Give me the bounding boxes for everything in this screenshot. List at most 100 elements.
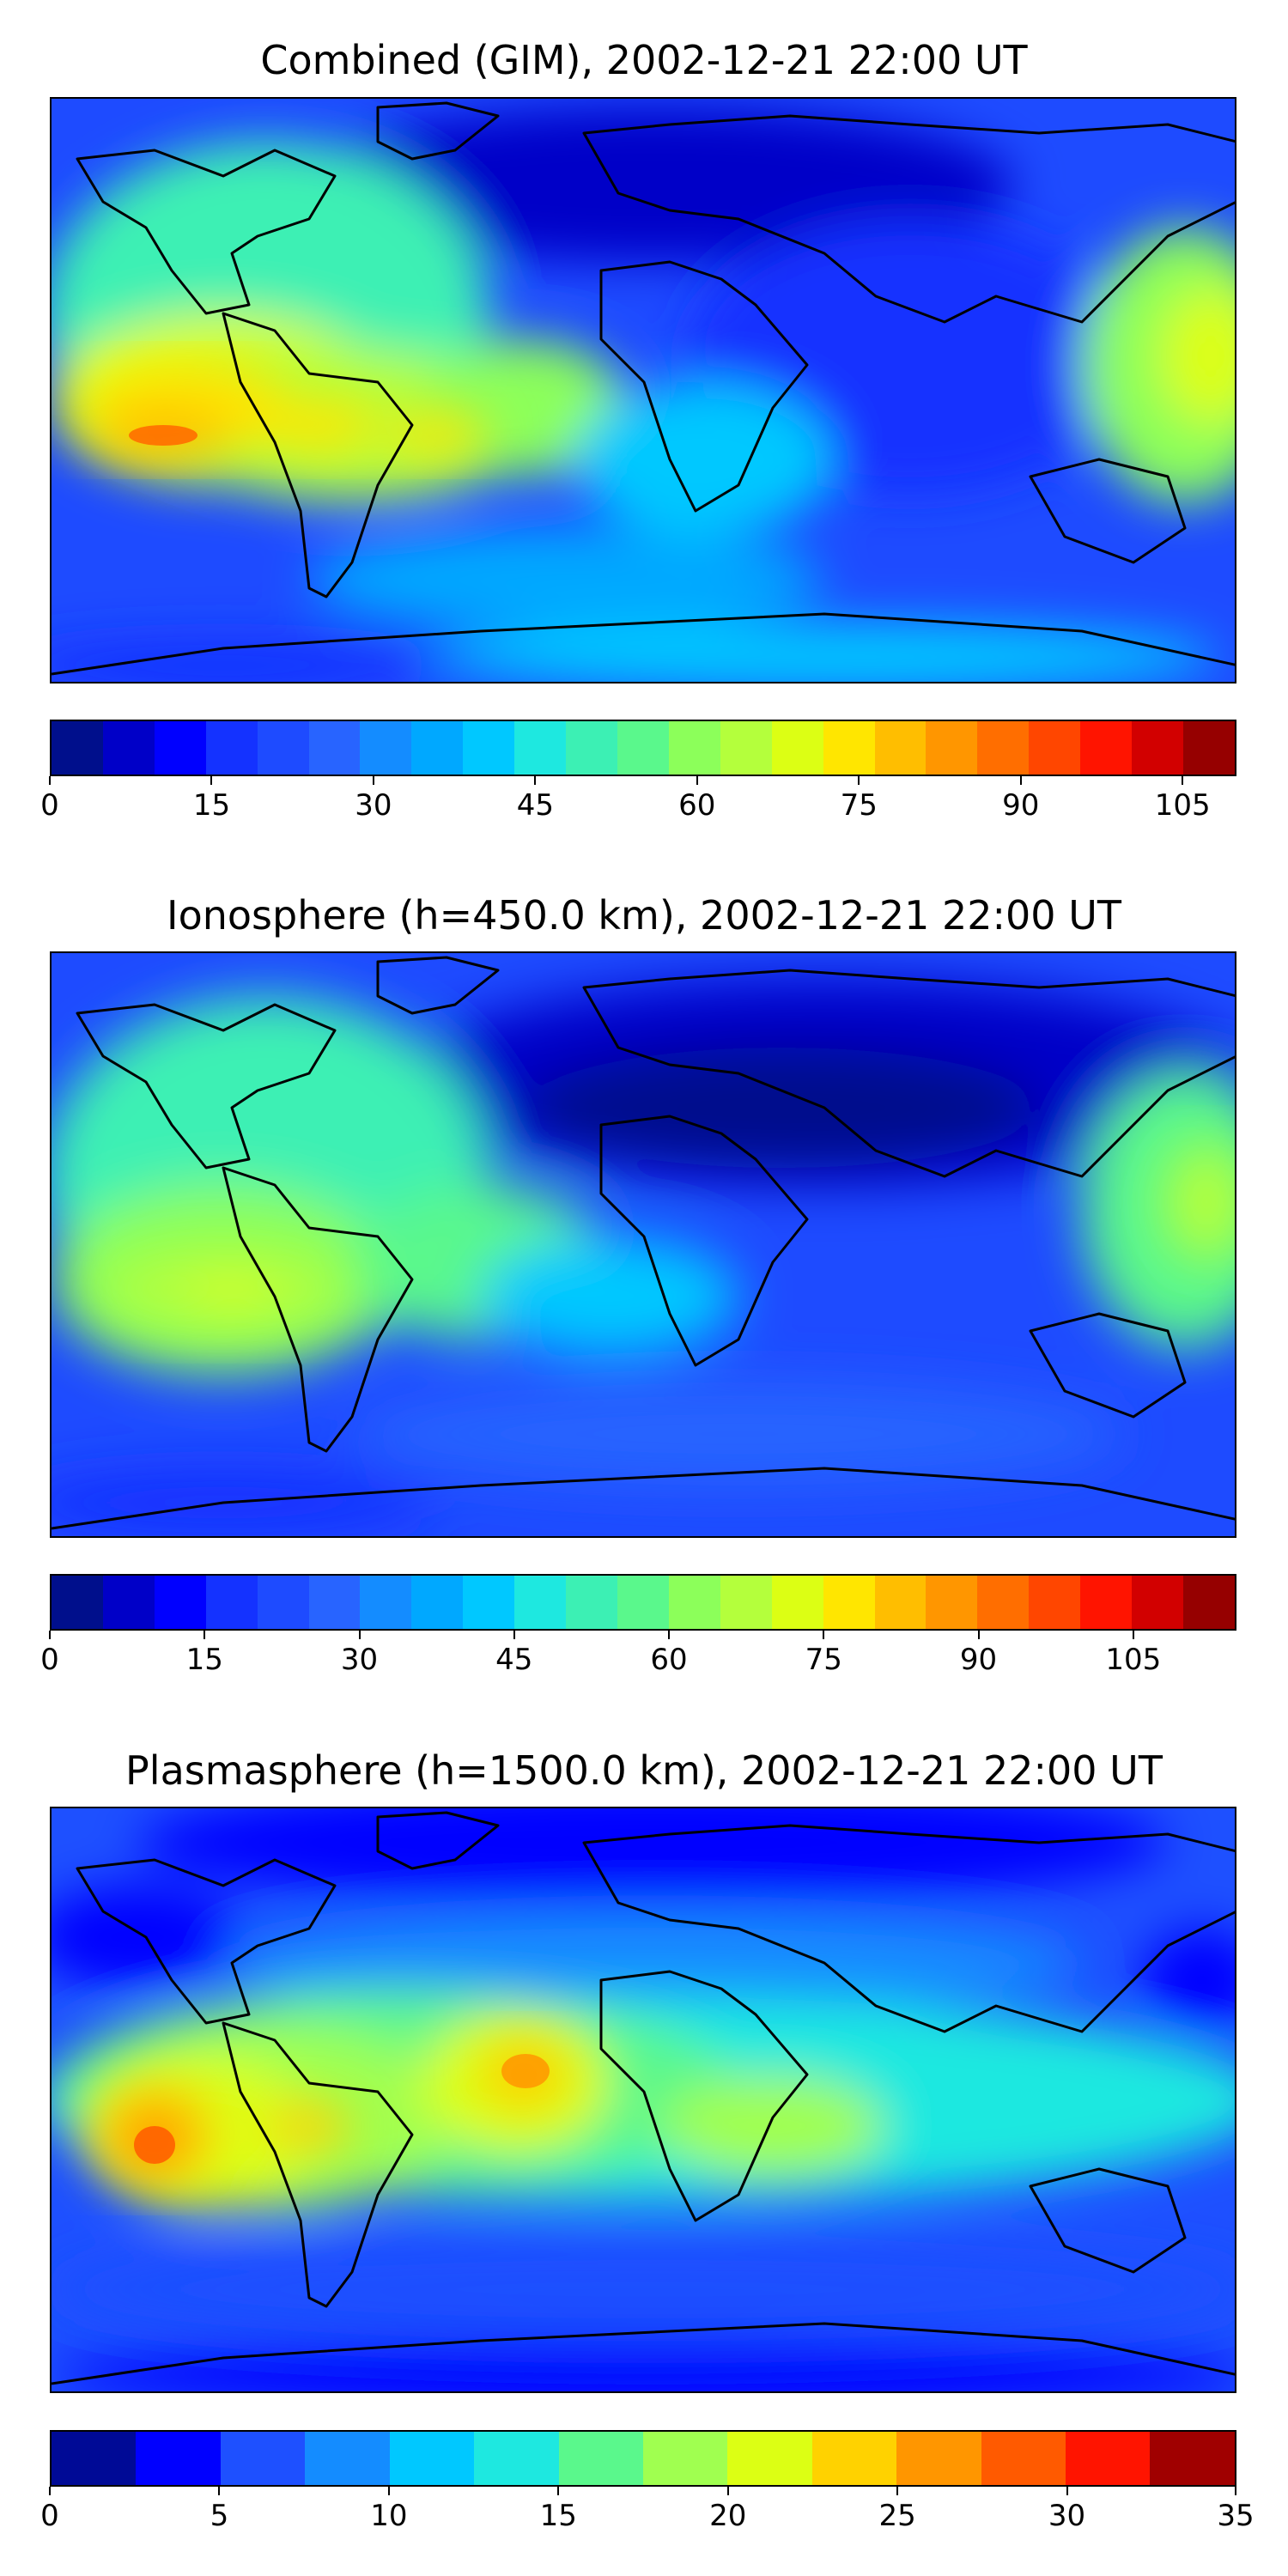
colorbar-segment	[668, 721, 720, 775]
colorbar-tick-label: 45	[516, 788, 554, 823]
colorbar-segment	[411, 721, 464, 775]
colorbar-segment	[1029, 721, 1081, 775]
colorbar-tick	[726, 2487, 729, 2495]
colorbar-segment	[617, 721, 669, 775]
colorbar-tick	[557, 2487, 560, 2495]
colorbar-tick	[1132, 1631, 1134, 1639]
panel-1-colorbar	[50, 720, 1236, 776]
colorbar-tick	[513, 1631, 515, 1639]
colorbar-tick	[1066, 2487, 1068, 2495]
colorbar-segment	[52, 1576, 103, 1629]
colorbar-segment	[102, 721, 155, 775]
colorbar-segment	[1080, 721, 1133, 775]
colorbar-segment	[463, 1576, 515, 1629]
colorbar-segment	[617, 1576, 669, 1629]
colorbar-segment	[771, 1576, 823, 1629]
colorbar-segment	[305, 2432, 390, 2485]
colorbar-tick-label: 15	[192, 788, 231, 823]
colorbar-tick-label: 30	[355, 788, 392, 823]
colorbar-segment	[874, 1576, 927, 1629]
panel-1-map-svg	[52, 99, 1235, 682]
colorbar-tick-label: 60	[678, 788, 716, 823]
colorbar-segment	[566, 1576, 617, 1629]
colorbar-segment	[981, 2432, 1066, 2485]
colorbar-tick	[218, 2487, 221, 2495]
colorbar-segment	[896, 2432, 981, 2485]
colorbar-segment	[154, 1576, 206, 1629]
colorbar-tick	[49, 1631, 51, 1639]
colorbar-segment	[514, 1576, 567, 1629]
colorbar-segment	[823, 1576, 875, 1629]
colorbar-segment	[308, 1576, 361, 1629]
panel-2-colorbar-ticks: 0 15 30 45 60 75 90 105	[40, 1631, 1236, 1682]
colorbar-tick	[977, 1631, 980, 1639]
colorbar-segment	[720, 721, 772, 775]
colorbar-segment	[136, 2432, 221, 2485]
colorbar-tick	[896, 2487, 899, 2495]
colorbar-tick-label: 30	[340, 1643, 379, 1677]
colorbar-tick-label: 20	[709, 2499, 747, 2533]
colorbar-tick	[1182, 776, 1184, 785]
panel-1-colorbar-ticks: 0 15 30 45 60 75 90 105	[40, 776, 1236, 828]
panel-2-title: Ionosphere (h=450.0 km), 2002-12-21 22:0…	[167, 892, 1121, 939]
colorbar-segment	[411, 1576, 464, 1629]
colorbar-segment	[205, 1576, 258, 1629]
colorbar-tick-label: 15	[539, 2499, 577, 2533]
colorbar-segment	[1066, 2432, 1151, 2485]
colorbar-tick	[49, 776, 51, 785]
colorbar-tick-label: 15	[185, 1643, 223, 1677]
colorbar-tick-label: 25	[878, 2499, 916, 2533]
colorbar-segment	[360, 721, 412, 775]
colorbar-segment	[727, 2432, 812, 2485]
colorbar-segment	[1182, 1576, 1235, 1629]
colorbar-tick-label: 10	[370, 2499, 408, 2533]
colorbar-tick	[823, 1631, 825, 1639]
colorbar-segment	[1080, 1576, 1133, 1629]
colorbar-tick-label: 35	[1217, 2499, 1255, 2533]
panel-3-colorbar-ticks: 0 5 10 15 20 25 30 35	[40, 2487, 1255, 2538]
panel-1-map	[50, 97, 1236, 683]
colorbar-segment	[220, 2432, 306, 2485]
colorbar-segment	[52, 2432, 137, 2485]
colorbar-segment	[360, 1576, 412, 1629]
colorbar-tick	[372, 776, 374, 785]
colorbar-tick-label: 0	[40, 2499, 59, 2533]
panel-1-title: Combined (GIM), 2002-12-21 22:00 UT	[260, 37, 1028, 83]
colorbar-segment	[154, 721, 206, 775]
panel-2-colorbar	[50, 1574, 1236, 1631]
colorbar-tick-label: 90	[959, 1643, 998, 1677]
colorbar-segment	[1182, 721, 1235, 775]
colorbar-tick	[858, 776, 860, 785]
panel-3-title: Plasmasphere (h=1500.0 km), 2002-12-21 2…	[125, 1747, 1163, 1794]
colorbar-tick	[1235, 2487, 1236, 2495]
colorbar-segment	[977, 721, 1030, 775]
colorbar-tick	[534, 776, 537, 785]
panel-3-colorbar	[50, 2430, 1236, 2487]
panel-2-map	[50, 951, 1236, 1538]
colorbar-tick-label: 105	[1154, 788, 1211, 823]
panel-2-map-svg	[52, 953, 1235, 1536]
colorbar-segment	[874, 721, 927, 775]
colorbar-segment	[308, 721, 361, 775]
colorbar-tick	[387, 2487, 390, 2495]
colorbar-segment	[558, 2432, 643, 2485]
colorbar-segment	[257, 721, 309, 775]
colorbar-tick	[696, 776, 698, 785]
colorbar-segment	[823, 721, 875, 775]
colorbar-segment	[1132, 1576, 1183, 1629]
colorbar-tick-label: 30	[1048, 2499, 1086, 2533]
colorbar-segment	[205, 721, 258, 775]
colorbar-tick	[49, 2487, 51, 2495]
colorbar-segment	[811, 2432, 897, 2485]
colorbar-tick-label: 0	[40, 788, 59, 823]
colorbar-segment	[926, 1576, 978, 1629]
colorbar-segment	[1029, 1576, 1081, 1629]
colorbar-tick-label: 75	[840, 788, 878, 823]
colorbar-segment	[771, 721, 823, 775]
colorbar-tick-label: 60	[650, 1643, 688, 1677]
panel-3-map-svg	[52, 1808, 1235, 2391]
colorbar-segment	[566, 721, 617, 775]
colorbar-tick-label: 0	[40, 1643, 59, 1677]
colorbar-segment	[720, 1576, 772, 1629]
colorbar-segment	[389, 2432, 475, 2485]
